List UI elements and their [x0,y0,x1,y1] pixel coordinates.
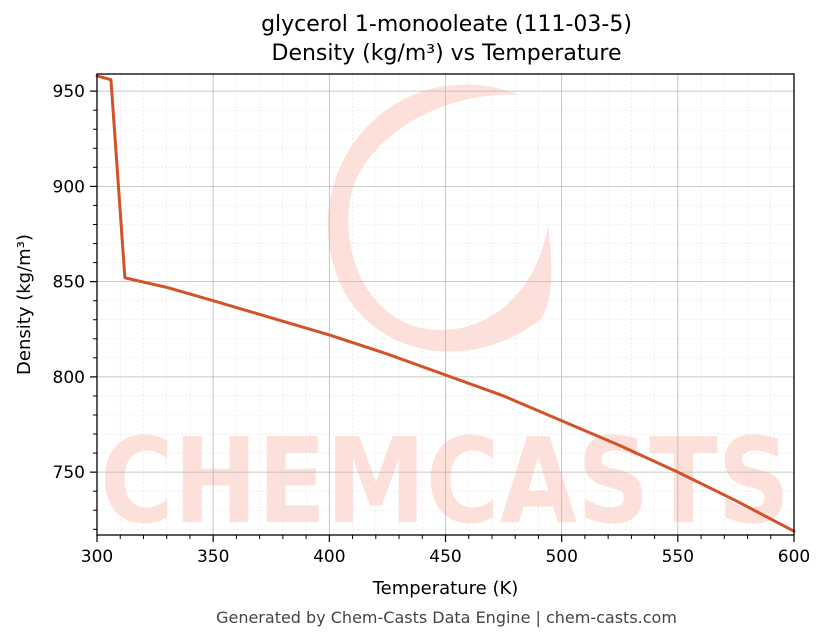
x-axis-label: Temperature (K) [372,578,519,599]
chart-subtitle: Density (kg/m³) vs Temperature [271,41,622,66]
y-tick-label: 800 [53,368,85,388]
y-tick-label: 950 [53,82,85,102]
y-tick-label: 850 [53,273,85,293]
watermark-text: CHEMCASTS [100,412,790,550]
footer-credit: Generated by Chem-Casts Data Engine | ch… [216,608,677,627]
y-axis-label: Density (kg/m³) [14,234,35,375]
x-tick-label: 550 [662,547,694,567]
y-tick-label: 750 [53,463,85,483]
series-layer [95,74,796,533]
x-tick-label: 350 [197,547,229,567]
grid [96,74,795,535]
axis-ticks: 300 350 400 450 500 550 600 750 800 850 900 950 [53,82,811,567]
x-tick-label: 600 [778,547,810,567]
chemcasts-watermark: CHEMCASTS [100,84,790,550]
y-tick-label: 900 [53,177,85,197]
x-tick-label: 400 [313,547,345,567]
x-tick-label: 300 [81,547,113,567]
watermark-swirl [327,84,552,352]
x-tick-label: 450 [429,547,461,567]
chart-title: glycerol 1-monooleate (111-03-5) [261,12,632,37]
density-line [95,74,796,533]
x-tick-label: 500 [545,547,577,567]
